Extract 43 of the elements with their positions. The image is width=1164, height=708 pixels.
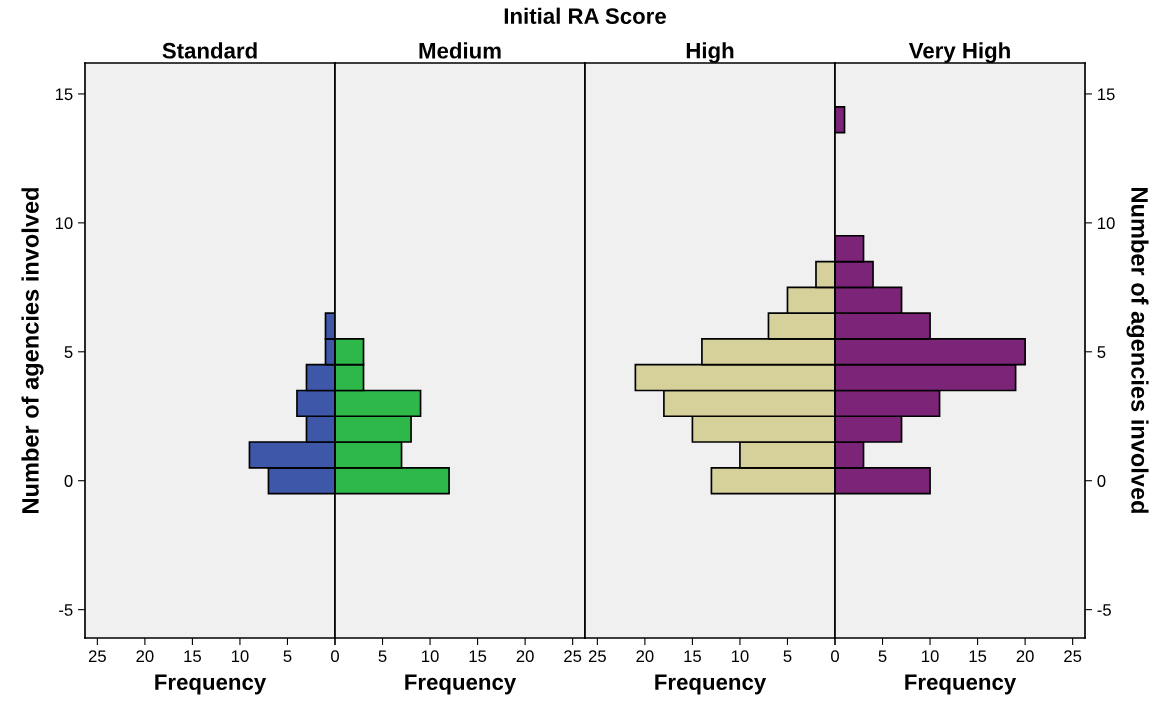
text: Initial RA Score (504, 7, 666, 24)
y-tick-label: -5 (59, 604, 73, 616)
x-tick-label: 25 (1064, 650, 1082, 663)
x-tick-label: 15 (469, 650, 487, 663)
x-tick-label: 10 (922, 650, 939, 663)
y-axis-title: Number of agencies involved (21, 188, 44, 513)
chart-title: Very High (908, 42, 1010, 63)
y-tick-label: 0 (64, 475, 73, 487)
x-tick-label: 10 (231, 650, 249, 663)
x-axis-title: Frequency (155, 674, 267, 695)
y-axis-title: Number of agencies involved (1126, 188, 1149, 513)
chart-title: Standard (162, 42, 257, 59)
y-tick-label: 10 (55, 217, 73, 230)
x-tick-label: 5 (878, 650, 887, 663)
x-tick-label: 25 (588, 650, 606, 663)
y-tick-label: 15 (1098, 88, 1115, 101)
x-tick-label: 10 (731, 650, 749, 663)
x-tick-label: 20 (136, 650, 154, 663)
x-tick-label: 15 (184, 650, 201, 663)
x-axis-title: Frequency (405, 674, 517, 695)
x-tick-label: 15 (684, 650, 701, 663)
x-tick-label: 25 (564, 650, 582, 663)
x-tick-label: 5 (378, 650, 387, 663)
y-tick-label: -5 (1097, 604, 1111, 616)
y-tick-label: 5 (1097, 346, 1106, 358)
x-tick-label: 15 (969, 650, 987, 663)
x-tick-label: 5 (283, 650, 292, 663)
x-tick-label: 0 (831, 650, 839, 663)
x-tick-label: 20 (516, 650, 534, 663)
x-tick-label: 20 (636, 650, 654, 663)
x-tick-label: 5 (783, 650, 792, 663)
chart-title: High (686, 42, 734, 63)
y-tick-label: 15 (55, 88, 73, 101)
x-tick-label: 20 (1016, 650, 1034, 663)
x-axis-title: Frequency (655, 674, 767, 695)
y-tick-label: 0 (1097, 475, 1106, 487)
y-tick-label: 5 (64, 346, 73, 358)
x-axis-title: Frequency (905, 674, 1017, 695)
chart-title: Medium (419, 42, 501, 59)
x-tick-label: 0 (331, 650, 339, 663)
x-tick-label: 10 (422, 650, 439, 663)
y-tick-label: 10 (1098, 217, 1115, 230)
x-tick-label: 25 (88, 650, 106, 663)
